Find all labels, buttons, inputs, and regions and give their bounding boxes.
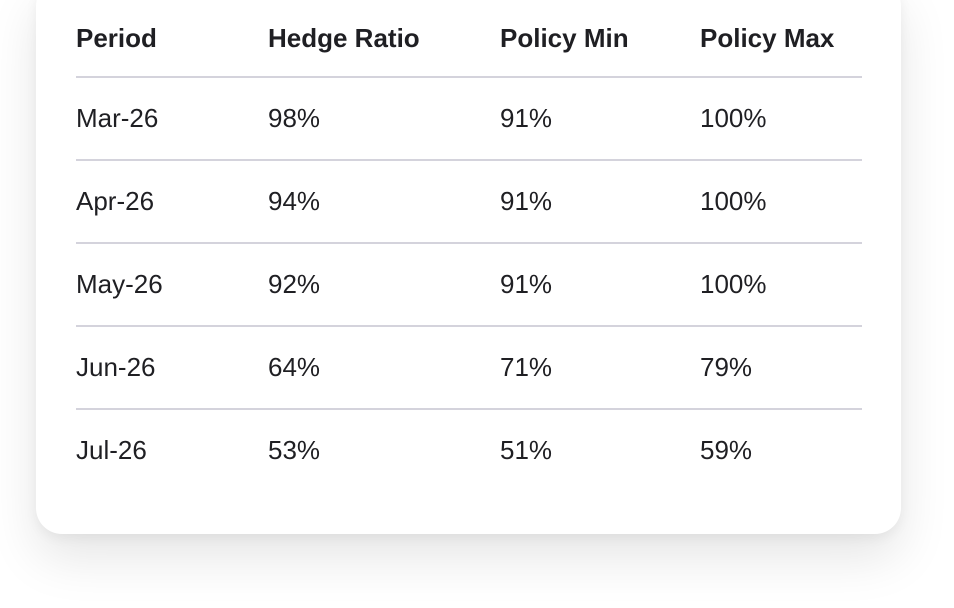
table-body: Mar-26 98% 91% 100% Apr-26 94% 91% 100% May-26 92…: [76, 77, 862, 491]
table-header: Period Hedge Ratio Policy Min Policy Max: [76, 0, 862, 78]
table-row: Jun-26 64% 71% 79%: [76, 326, 862, 410]
percent-cell: 71%: [500, 326, 700, 410]
percent-cell: 92%: [268, 243, 500, 327]
table-card: Period Hedge Ratio Policy Min Policy Max Ma…: [36, 0, 901, 534]
period-cell: Jun-26: [76, 326, 268, 410]
column-header: Policy Min: [500, 0, 700, 78]
column-header: Period: [76, 0, 268, 78]
percent-cell: 98%: [268, 77, 500, 161]
percent-cell: 94%: [268, 160, 500, 244]
percent-cell: 100%: [700, 160, 862, 244]
period-cell: Apr-26: [76, 160, 268, 244]
percent-cell: 51%: [500, 435, 553, 465]
table: Period Hedge Ratio Policy Min Policy Max Ma…: [76, 0, 862, 491]
period-cell: May-26: [76, 243, 268, 327]
column-header: Policy Max: [700, 0, 862, 78]
percent-cell: 64%: [268, 326, 500, 410]
percent-cell: 91%: [500, 77, 700, 161]
table-row: May-26 92% 91% 100%: [76, 243, 862, 327]
percent-cell: 91%: [500, 160, 700, 244]
period-cell: Jul-26: [76, 435, 147, 465]
percent-cell: 100%: [700, 243, 862, 327]
percent-cell: 79%: [700, 326, 862, 410]
table-row: Mar-26 98% 91% 100%: [76, 77, 862, 161]
table-row: Apr-26 94% 91% 100%: [76, 160, 862, 244]
percent-cell: 53%: [268, 435, 321, 465]
percent-cell: 91%: [500, 243, 700, 327]
period-cell: Mar-26: [76, 77, 268, 161]
header-row: Period Hedge Ratio Policy Min Policy Max: [76, 0, 862, 78]
column-header: Hedge Ratio: [268, 0, 500, 78]
percent-cell: 100%: [700, 77, 862, 161]
table-row: Jul-26 53% 51% 59%: [76, 409, 862, 491]
percent-cell: 59%: [700, 435, 753, 465]
